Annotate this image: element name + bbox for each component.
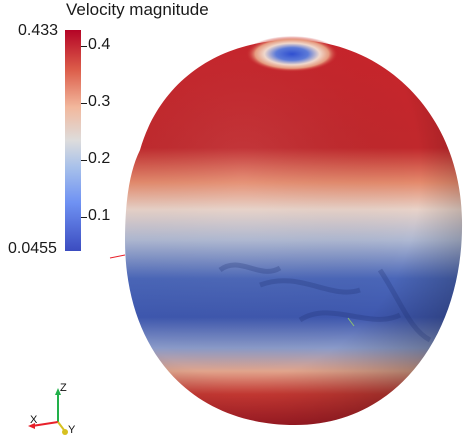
colorbar-tick-label: 0.1 [88,207,111,224]
x-axis-label: X [30,414,38,426]
colorbar-title: Velocity magnitude [66,0,209,19]
colorbar-tick-mark [81,160,87,161]
colorbar-max-label: 0.433 [18,22,59,39]
colorbar-tick-label: 0.2 [88,150,111,167]
x-axis-line [31,421,59,427]
colorbar-tick-label: 0.3 [88,93,111,110]
colorbar-tick-mark [81,217,87,218]
colorbar-gradient [65,30,81,251]
pole-spot [246,36,338,72]
y-axis-line [57,421,65,431]
colorbar-tick-mark [81,46,87,47]
z-axis-arrow [55,388,61,395]
colorbar-min-label: 0.0455 [8,240,57,257]
y-axis-label: Y [68,424,76,436]
colorbar-tick-label: 0.4 [88,36,111,53]
orientation-axes: Z X Y [22,378,82,440]
colorbar-tick-mark [81,103,87,104]
x-axis-arrow [28,423,35,429]
z-axis-label: Z [60,382,67,394]
y-axis-arrow [62,429,68,435]
